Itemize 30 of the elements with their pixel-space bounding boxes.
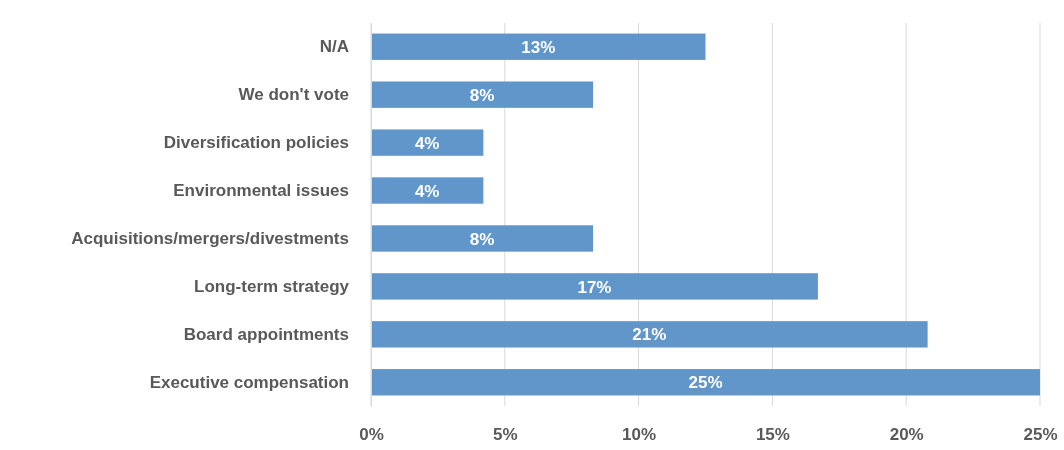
x-tick-label: 0% — [359, 425, 384, 445]
data-label: 8% — [469, 229, 495, 249]
x-tick-label: 25% — [1023, 425, 1058, 445]
bar — [371, 225, 594, 252]
bar — [371, 177, 484, 204]
x-tick-label: 15% — [755, 425, 790, 445]
bar — [371, 273, 818, 300]
y-tick-label: Acquisitions/mergers/divestments — [71, 228, 349, 248]
data-label: 4% — [414, 133, 440, 153]
x-tick-label: 10% — [622, 425, 657, 445]
y-tick-label: Long-term strategy — [194, 276, 350, 296]
bar — [371, 33, 706, 60]
y-tick-label: Diversification policies — [163, 133, 349, 153]
x-tick-label: 5% — [493, 425, 518, 445]
y-tick-label: N/A — [319, 37, 349, 57]
data-label: 4% — [414, 181, 440, 201]
bar — [371, 81, 594, 108]
bar — [371, 129, 484, 156]
y-tick-label: Board appointments — [183, 324, 349, 344]
data-label: 17% — [577, 277, 612, 297]
data-label: 8% — [469, 85, 495, 105]
bar — [371, 321, 928, 348]
y-tick-label: We don't vote — [238, 85, 349, 105]
data-label: 21% — [632, 325, 667, 345]
x-tick-label: 20% — [889, 425, 924, 445]
y-tick-label: Executive compensation — [149, 372, 349, 392]
y-tick-label: Environmental issues — [173, 180, 349, 200]
bar — [371, 369, 1040, 396]
data-label: 13% — [521, 37, 556, 57]
data-label: 25% — [688, 373, 723, 393]
